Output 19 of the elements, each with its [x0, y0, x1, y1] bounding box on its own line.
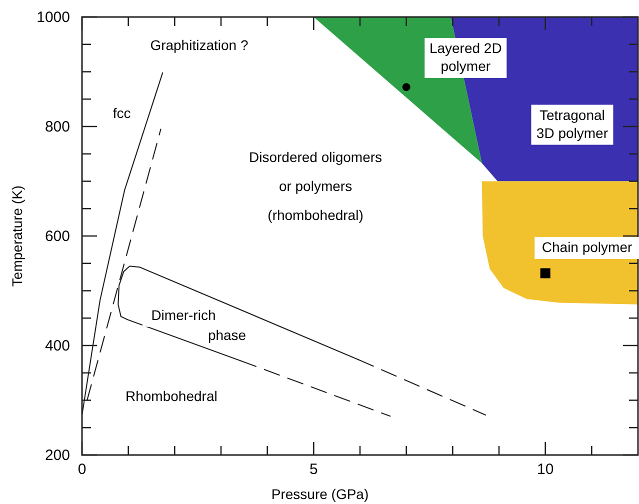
annotation: Rhombohedral — [126, 388, 218, 404]
y-tick-label: 800 — [44, 118, 70, 136]
x-tick-label: 5 — [309, 461, 318, 478]
annotation: Chain polymer — [542, 238, 632, 255]
annotation: Graphitization ? — [150, 36, 248, 53]
x-tick-label: 0 — [78, 461, 86, 478]
x-axis-title: Pressure (GPa) — [271, 486, 369, 502]
annotation: phase — [208, 327, 246, 344]
annotation: Dimer-rich — [151, 306, 216, 323]
annotation: Layered 2D polymer — [429, 40, 502, 74]
y-tick-label: 200 — [44, 447, 70, 464]
y-axis-title: Temperature (K) — [9, 185, 25, 287]
y-tick-label: 1000 — [36, 9, 70, 26]
annotation: fcc — [112, 104, 131, 121]
annotation: Tetragonal 3D polymer — [536, 106, 608, 141]
annotation: Disordered oligomers or polymers (rhombohedral) — [248, 149, 382, 224]
x-tick-label: 10 — [536, 461, 554, 478]
y-tick-label: 600 — [44, 228, 70, 245]
y-tick-label: 400 — [44, 338, 70, 354]
